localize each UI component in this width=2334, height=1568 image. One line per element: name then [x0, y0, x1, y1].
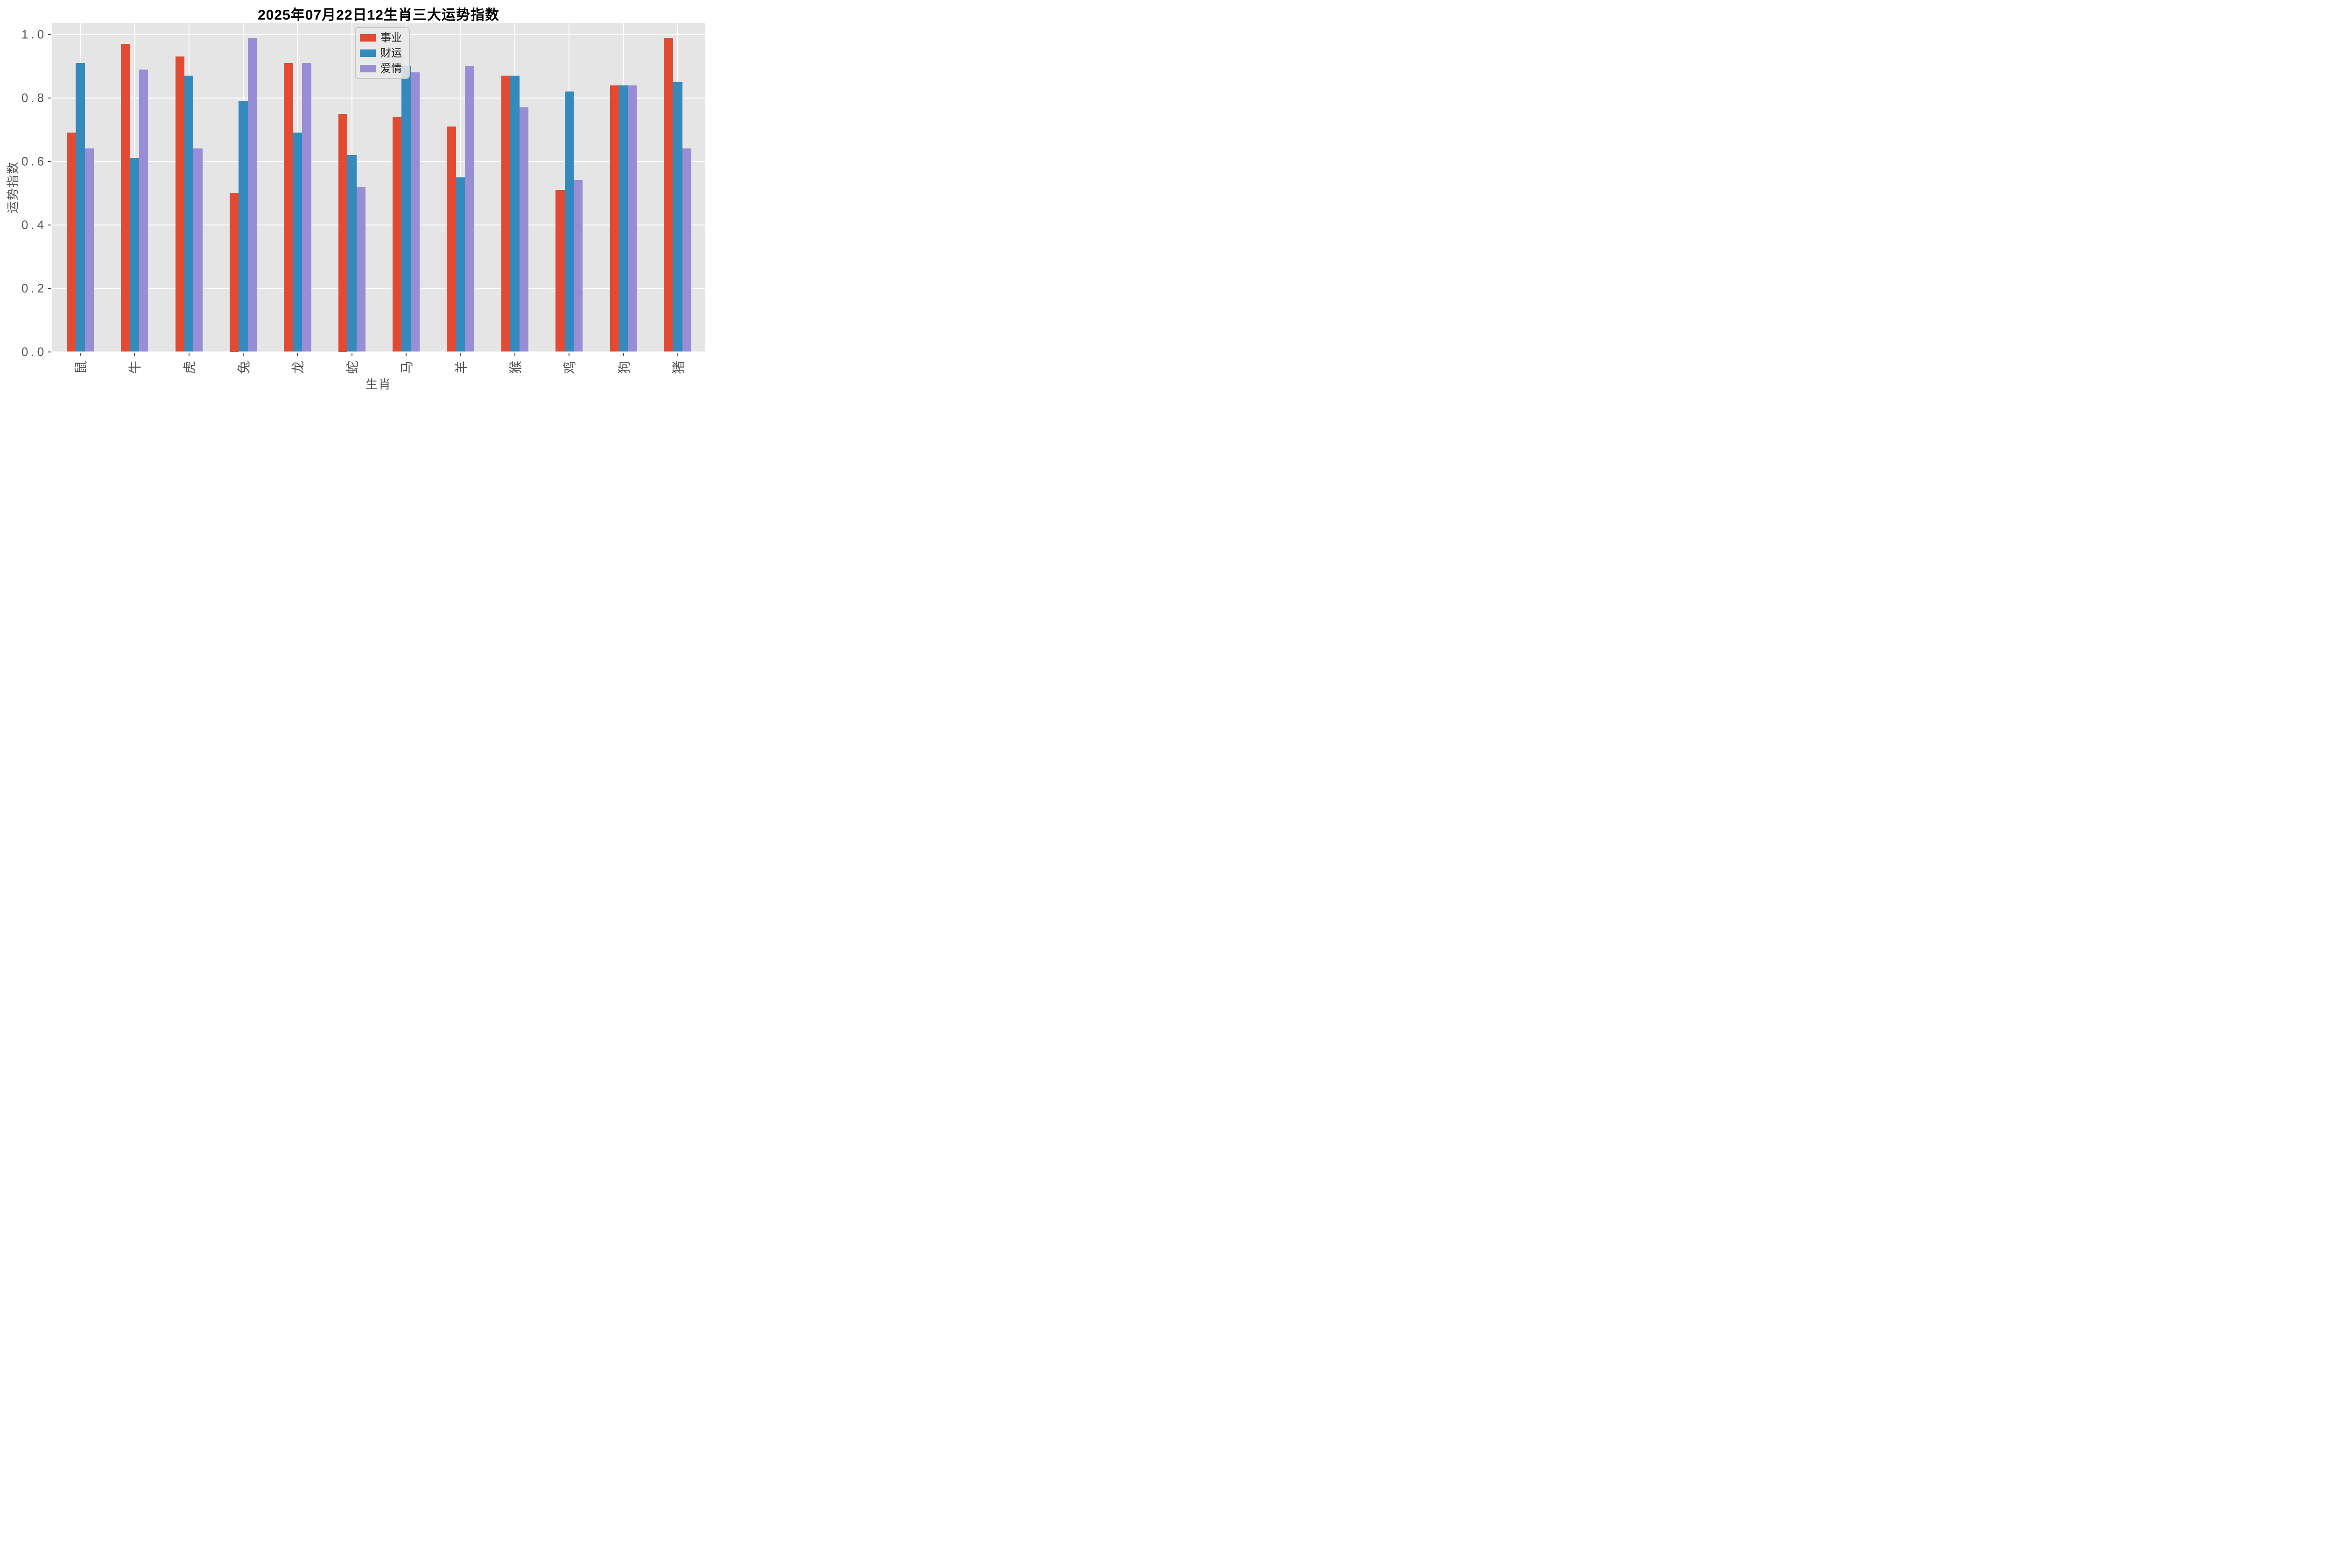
bar-鸡-事业: [555, 190, 565, 352]
bar-猴-爱情: [519, 107, 528, 352]
x-tick-label-text: 蛇: [345, 360, 360, 374]
legend-label-wealth: 财运: [380, 47, 402, 59]
y-tick-mark: [48, 161, 51, 162]
x-tick-mark: [243, 352, 244, 356]
bar-猪-爱情: [682, 148, 692, 352]
y-tick-label-text: 0.4: [21, 218, 47, 232]
bar-牛-财运: [130, 158, 140, 352]
bar-狗-事业: [610, 85, 619, 352]
x-axis-label-text: 生肖: [365, 377, 392, 392]
gridline-horizontal: [52, 288, 705, 289]
bar-虎-财运: [184, 76, 194, 352]
chart-title-text: 2025年07月22日12生肖三大运势指数: [258, 7, 499, 23]
bar-鼠-事业: [66, 133, 76, 352]
x-tick-mark: [297, 352, 298, 356]
x-tick-mark: [623, 352, 624, 356]
bar-狗-财运: [619, 85, 628, 352]
bar-羊-爱情: [465, 66, 474, 352]
figure: 2025年07月22日12生肖三大运势指数 运势指数 生肖 事业 财运 爱情 0…: [0, 0, 711, 392]
x-tick-label-text: 牛: [128, 360, 143, 374]
bar-龙-事业: [284, 63, 293, 352]
legend-item-career: 事业: [360, 32, 409, 43]
bar-牛-爱情: [139, 69, 148, 352]
bar-虎-事业: [175, 56, 185, 352]
bar-猴-财运: [510, 76, 520, 352]
legend-swatch-love: [360, 64, 376, 72]
x-tick-label-text: 猴: [508, 360, 523, 374]
x-tick-label-text: 龙: [291, 360, 306, 374]
bar-鼠-财运: [76, 63, 85, 352]
bar-马-事业: [393, 117, 402, 352]
x-tick-mark: [80, 352, 81, 356]
y-tick-mark: [48, 34, 51, 35]
legend-swatch-career: [360, 34, 376, 42]
legend-swatch-wealth: [360, 49, 376, 57]
bar-兔-财运: [239, 101, 248, 352]
bar-兔-爱情: [247, 37, 257, 352]
bar-龙-爱情: [302, 63, 311, 352]
gridline-horizontal: [52, 161, 705, 162]
bar-龙-财运: [293, 133, 302, 352]
x-tick-mark: [134, 352, 135, 356]
x-tick-mark: [406, 352, 407, 356]
y-tick-label-text: 0.2: [21, 281, 47, 295]
x-tick-label-text: 兔: [237, 360, 252, 374]
bar-鸡-爱情: [573, 180, 583, 352]
x-tick-mark: [677, 352, 678, 356]
x-tick-label-text: 虎: [182, 360, 197, 374]
x-tick-label-text: 羊: [454, 360, 469, 374]
y-axis-label-text: 运势指数: [6, 161, 20, 214]
bar-羊-财运: [456, 177, 465, 352]
legend-label-love: 爱情: [380, 62, 402, 74]
legend-item-wealth: 财运: [360, 47, 409, 59]
bar-蛇-爱情: [356, 187, 366, 352]
y-tick-label-text: 0.0: [21, 345, 47, 359]
x-tick-label-text: 鸡: [562, 360, 577, 374]
y-tick-label-text: 0.8: [21, 91, 47, 105]
legend-item-love: 爱情: [360, 63, 409, 74]
legend: 事业 财运 爱情: [355, 27, 410, 79]
y-tick-mark: [48, 288, 51, 289]
x-tick-label-text: 马: [400, 360, 415, 374]
bar-马-财运: [401, 66, 411, 352]
bar-鸡-财运: [564, 91, 574, 352]
x-tick-mark: [188, 352, 190, 356]
y-tick-label-text: 0.6: [21, 154, 47, 169]
bar-猴-事业: [501, 76, 511, 352]
bar-鼠-爱情: [84, 148, 94, 352]
bar-马-爱情: [410, 72, 420, 352]
bar-猪-财运: [673, 82, 682, 352]
bar-牛-事业: [121, 44, 130, 352]
x-tick-mark: [514, 352, 515, 356]
bar-狗-爱情: [628, 85, 637, 352]
x-tick-mark: [460, 352, 461, 356]
bar-猪-事业: [664, 37, 674, 352]
bar-虎-爱情: [193, 148, 203, 352]
legend-label-career: 事业: [380, 31, 402, 43]
y-tick-label-text: 1.0: [21, 27, 47, 42]
x-tick-label-text: 鼠: [74, 360, 88, 374]
bar-蛇-事业: [338, 113, 348, 352]
x-tick-label-text: 猪: [671, 360, 686, 374]
bar-蛇-财运: [347, 155, 357, 352]
x-tick-label-text: 狗: [617, 360, 632, 374]
bar-羊-事业: [447, 126, 456, 352]
bar-兔-事业: [229, 193, 239, 352]
